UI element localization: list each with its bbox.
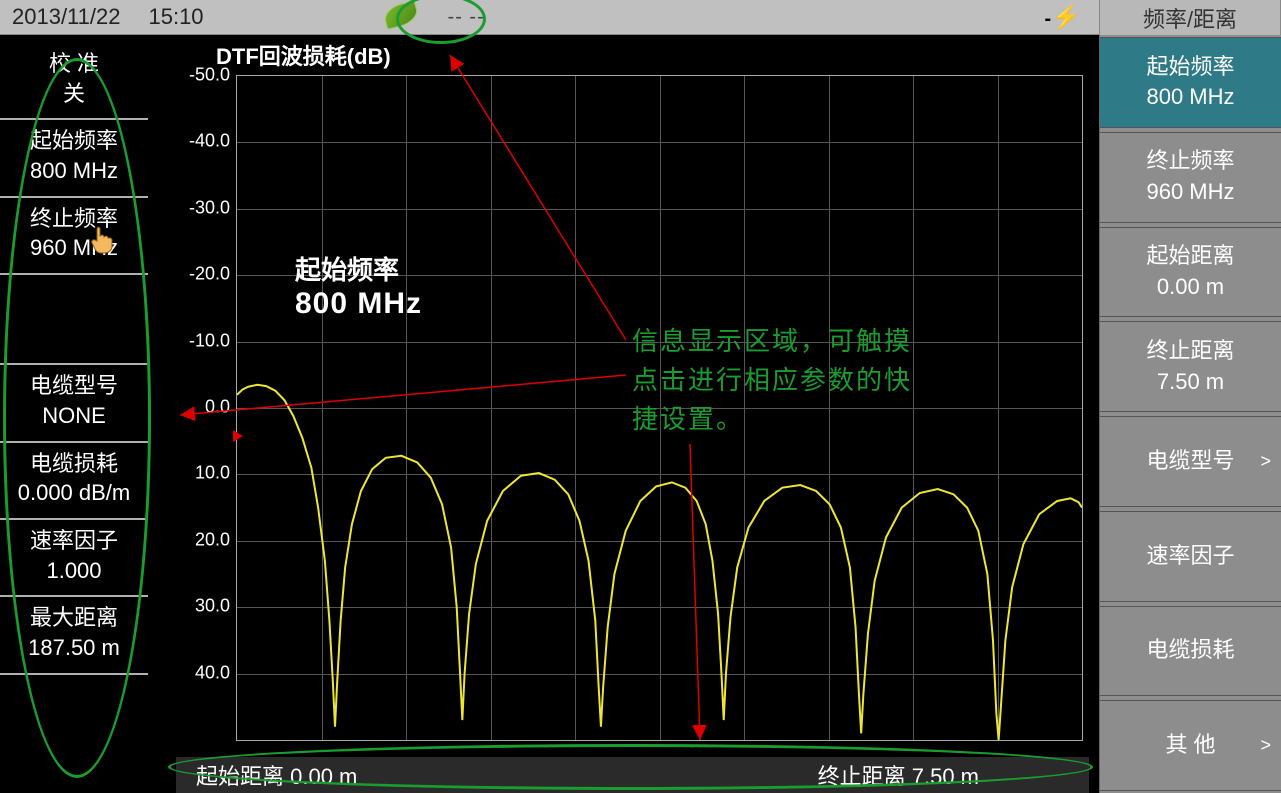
menu-header: 频率/距离 (1099, 0, 1281, 35)
left-cell-0[interactable]: 校 准关 (0, 35, 148, 120)
popup-title: 起始频率 (295, 250, 422, 287)
annotation-line2: 点击进行相应参数的快 (632, 361, 912, 400)
ytick: -40.0 (189, 131, 230, 152)
center-area: DTF回波损耗(dB) -50.0 -40.0 -30.0 -20.0 -10.0 0.0… (148, 35, 1099, 793)
menu-button-5[interactable]: 速率因子 (1100, 511, 1281, 602)
ytick: 30.0 (195, 596, 230, 617)
status-dashes: -- -- (448, 6, 485, 29)
ytick: -20.0 (189, 264, 230, 285)
start-distance-label: 起始距离 0.00 m (196, 759, 357, 791)
left-cell-1[interactable]: 起始频率800 MHz (0, 120, 148, 197)
ytick: -30.0 (189, 197, 230, 218)
menu-button-1[interactable]: 终止频率960 MHz (1100, 132, 1281, 223)
ytick: -50.0 (189, 65, 230, 86)
menu-button-2[interactable]: 起始距离0.00 m (1100, 227, 1281, 318)
left-cell-2[interactable]: 终止频率960 MHz (0, 198, 148, 275)
ytick: 10.0 (195, 463, 230, 484)
left-cell-4[interactable]: 电缆型号NONE (0, 365, 148, 442)
x-axis-bar[interactable]: 起始距离 0.00 m 终止距离 7.50 m (176, 757, 1089, 793)
annotation-line1: 信息显示区域，可触摸 (632, 322, 912, 361)
stop-distance-label: 终止距离 7.50 m (818, 759, 979, 791)
menu-button-6[interactable]: 电缆损耗 (1100, 606, 1281, 697)
chart-title: DTF回波损耗(dB) (216, 39, 1089, 71)
leaf-icon (384, 4, 418, 31)
menu-button-7[interactable]: 其 他> (1100, 700, 1281, 791)
left-cell-7[interactable]: 最大距离187.50 m (0, 597, 148, 674)
input-popup: 起始频率 800 MHz (295, 250, 422, 321)
time-label: 15:10 (148, 4, 203, 30)
ytick: 0.0 (205, 397, 230, 418)
menu-button-3[interactable]: 终止距离7.50 m (1100, 321, 1281, 412)
annotation-text: 信息显示区域，可触摸 点击进行相应参数的快 捷设置。 (632, 322, 912, 439)
left-panel: 校 准关起始频率800 MHz终止频率960 MHz 电缆型号NONE电缆损耗0.… (0, 35, 148, 793)
touch-hand-icon (90, 225, 116, 261)
ytick: 20.0 (195, 529, 230, 550)
power-plug-icon: -⚡ (1044, 3, 1081, 32)
trace-marker-icon (233, 430, 243, 442)
date-label: 2013/11/22 (12, 4, 120, 30)
left-cell-3[interactable] (0, 275, 148, 365)
popup-value: 800 MHz (295, 287, 422, 321)
menu-button-0[interactable]: 起始频率800 MHz (1100, 37, 1281, 128)
annotation-line3: 捷设置。 (632, 400, 912, 439)
top-bar: 2013/11/22 15:10 -- -- -⚡ 频率/距离 (0, 0, 1281, 35)
ytick: 40.0 (195, 662, 230, 683)
right-menu: 起始频率800 MHz终止频率960 MHz起始距离0.00 m终止距离7.50… (1099, 35, 1281, 793)
left-cell-5[interactable]: 电缆损耗0.000 dB/m (0, 443, 148, 520)
ytick: -10.0 (189, 330, 230, 351)
left-cell-6[interactable]: 速率因子1.000 (0, 520, 148, 597)
menu-button-4[interactable]: 电缆型号> (1100, 416, 1281, 507)
